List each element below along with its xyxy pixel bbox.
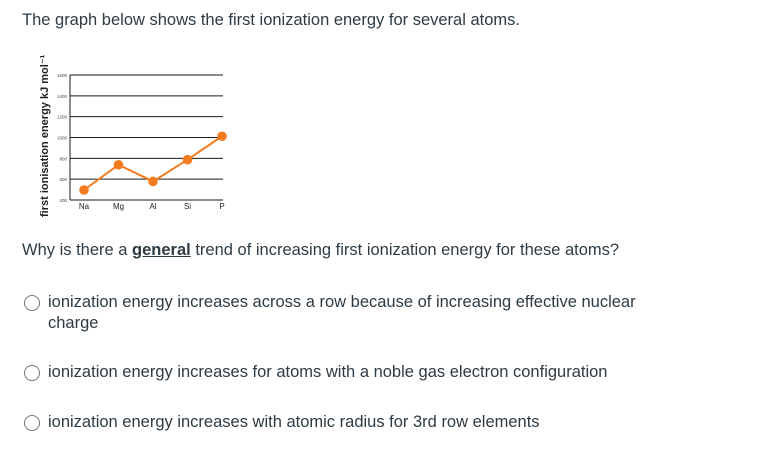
answer-option-1[interactable]: ionization energy increases across a row… (24, 292, 668, 334)
y-tick-label: 600 (59, 177, 67, 182)
radio-button[interactable] (24, 415, 40, 431)
y-tick-label: 400 (59, 198, 67, 203)
data-point (217, 131, 227, 142)
y-tick-label: 800 (59, 156, 67, 161)
y-axis-label: first ionisation energy kJ mol⁻¹ (39, 54, 51, 217)
data-point (79, 185, 89, 195)
radio-button[interactable] (24, 295, 40, 311)
answer-option-2[interactable]: ionization energy increases for atoms wi… (24, 362, 668, 383)
answer-label: ionization energy increases with atomic … (48, 413, 540, 431)
chart-svg: 400 600 800 1000 1200 1400 1600 Na Mg Al Si P (57, 73, 227, 211)
data-point (148, 176, 158, 187)
y-tick-label: 1400 (57, 94, 68, 99)
x-tick-label: Si (184, 202, 191, 211)
prompt-text-after: trend of increasing first ionization ene… (190, 241, 620, 259)
y-tick-label: 1000 (57, 136, 68, 141)
radio-button[interactable] (24, 365, 40, 381)
ionization-chart: 400 600 800 1000 1200 1400 1600 Na Mg Al Si P (30, 50, 240, 220)
prompt-text-before: Why is there a (22, 241, 133, 259)
prompt-emphasis: general (132, 241, 191, 259)
x-tick-label: P (219, 202, 224, 211)
y-tick-label: 1200 (57, 115, 68, 120)
question-intro: The graph below shows the first ionizati… (22, 11, 520, 29)
answer-label: ionization energy increases across a row… (48, 293, 636, 332)
answer-label: ionization energy increases for atoms wi… (48, 363, 608, 381)
x-tick-label: Al (149, 202, 156, 211)
answer-option-3[interactable]: ionization energy increases with atomic … (24, 412, 668, 433)
x-tick-label: Mg (113, 202, 124, 211)
x-tick-label: Na (79, 202, 90, 211)
data-point (113, 159, 124, 170)
data-point (182, 154, 193, 165)
y-tick-label: 1600 (57, 73, 68, 78)
question-prompt: Why is there a general trend of increasi… (22, 238, 619, 262)
